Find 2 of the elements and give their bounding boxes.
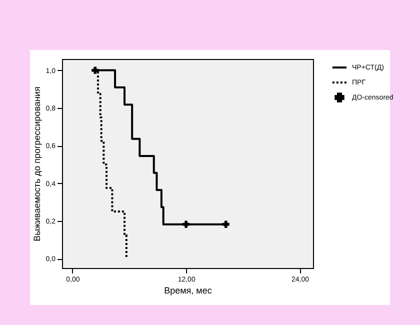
y-axis-title: Выживаемость до прогрессирования <box>32 86 42 242</box>
x-axis-title: Время, мес <box>164 286 212 296</box>
